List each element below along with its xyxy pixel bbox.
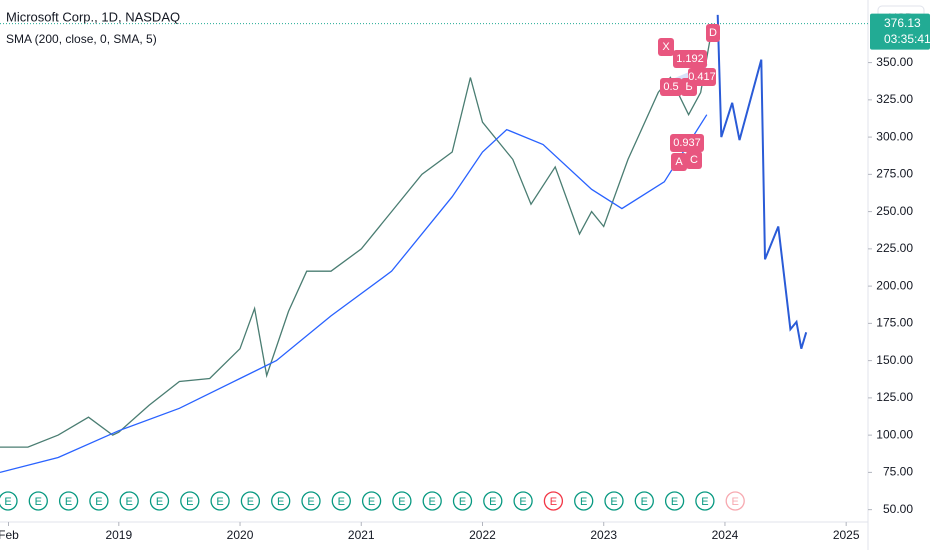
earnings-label: E xyxy=(65,496,72,508)
earnings-label: E xyxy=(701,496,708,508)
earnings-marker xyxy=(725,491,745,511)
pattern-box xyxy=(670,134,704,152)
y-tick-label: 100.00 xyxy=(876,427,913,441)
earnings-marker xyxy=(483,491,503,511)
earnings-marker xyxy=(210,491,230,511)
x-tick-label: 2019 xyxy=(105,528,132,542)
y-tick-label: 225.00 xyxy=(876,241,913,255)
earnings-label: E xyxy=(580,496,587,508)
earnings-marker xyxy=(28,491,48,511)
earnings-label: E xyxy=(610,496,617,508)
pattern-label: A xyxy=(675,156,683,168)
earnings-label: E xyxy=(459,496,466,508)
series-line xyxy=(0,114,708,474)
pattern-box xyxy=(706,24,720,42)
earnings-label: E xyxy=(368,496,375,508)
pattern-box xyxy=(671,153,687,171)
earnings-label: E xyxy=(4,496,11,508)
pattern-label: 0.5 xyxy=(663,81,678,93)
earnings-marker xyxy=(361,491,382,511)
earnings-marker xyxy=(240,491,261,511)
y-tick-label: 125.00 xyxy=(876,390,913,404)
pattern-label: C xyxy=(690,154,698,166)
earnings-marker xyxy=(392,491,412,511)
earnings-label: E xyxy=(186,496,193,508)
y-tick-label: 50.00 xyxy=(883,502,913,516)
earnings-marker xyxy=(695,491,715,511)
earnings-marker xyxy=(119,491,139,511)
earnings-label: E xyxy=(732,496,739,508)
earnings-marker xyxy=(331,491,351,511)
earnings-label: E xyxy=(35,496,42,508)
earnings-label: E xyxy=(156,496,163,508)
pattern-label: 0.417 xyxy=(688,71,716,83)
earnings-label: E xyxy=(398,496,405,508)
series-line xyxy=(716,14,808,349)
x-tick-label: 2020 xyxy=(227,528,254,542)
pattern-label: X xyxy=(662,41,670,53)
earnings-label: E xyxy=(550,496,557,508)
pattern-label: D xyxy=(709,27,717,39)
earnings-marker xyxy=(301,491,321,511)
earnings-label: E xyxy=(641,496,648,508)
earnings-marker xyxy=(634,491,654,511)
price-tag xyxy=(870,13,930,50)
earnings-marker xyxy=(604,491,624,511)
pattern-box xyxy=(673,50,707,68)
indicator-label: SMA (200, close, 0, SMA, 5) xyxy=(6,32,157,46)
x-tick-label: 2025 xyxy=(833,528,860,542)
y-tick-label: 175.00 xyxy=(876,316,913,330)
earnings-marker xyxy=(452,491,473,511)
pattern-label: B xyxy=(685,81,692,93)
earnings-label: E xyxy=(216,496,223,508)
y-tick-label: 325.00 xyxy=(876,92,913,106)
series-line xyxy=(0,23,714,448)
y-tick-label: 75.00 xyxy=(883,465,913,479)
earnings-label: E xyxy=(671,496,678,508)
earnings-label: E xyxy=(489,496,496,508)
chart-title: Microsoft Corp., 1D, NASDAQ xyxy=(6,9,180,24)
earnings-label: E xyxy=(307,496,314,508)
y-tick-label: 150.00 xyxy=(876,353,913,367)
earnings-marker xyxy=(543,491,564,511)
earnings-label: E xyxy=(338,496,345,508)
earnings-marker xyxy=(422,491,442,511)
earnings-marker xyxy=(513,491,533,511)
x-tick-label: 2022 xyxy=(469,528,496,542)
earnings-marker xyxy=(180,491,200,511)
price-tag-value: 376.13 xyxy=(884,16,921,30)
earnings-marker xyxy=(58,491,79,511)
y-tick-label: 250.00 xyxy=(876,204,913,218)
earnings-label: E xyxy=(519,496,526,508)
y-tick-label: 300.00 xyxy=(876,129,913,143)
pattern-box xyxy=(660,78,682,96)
earnings-marker xyxy=(271,491,291,511)
x-tick-label: 2024 xyxy=(712,528,739,542)
earnings-marker xyxy=(664,491,685,511)
x-tick-label: 2023 xyxy=(590,528,617,542)
earnings-marker xyxy=(0,491,18,511)
y-tick-label: 200.00 xyxy=(876,278,913,292)
earnings-marker xyxy=(574,491,594,511)
earnings-label: E xyxy=(126,496,133,508)
y-tick-label: 275.00 xyxy=(876,167,913,181)
pattern-box xyxy=(688,68,716,86)
earnings-label: E xyxy=(277,496,284,508)
harmonic-pattern: X D 1.192 0.5 B 0.417 0.937 A C xyxy=(658,24,720,171)
pattern-box xyxy=(686,151,702,169)
price-tag-countdown: 03:35:41 xyxy=(884,32,931,46)
x-tick-label: Feb xyxy=(0,528,19,542)
pattern-box xyxy=(658,38,674,56)
x-tick-label: 2021 xyxy=(348,528,375,542)
y-tick-label: 350.00 xyxy=(876,55,913,69)
earnings-label: E xyxy=(247,496,254,508)
pattern-label: 1.192 xyxy=(676,53,704,65)
earnings-marker xyxy=(89,491,109,511)
earnings-label: E xyxy=(429,496,436,508)
pattern-label: 0.937 xyxy=(673,137,701,149)
earnings-marker xyxy=(149,491,170,511)
earnings-label: E xyxy=(95,496,102,508)
